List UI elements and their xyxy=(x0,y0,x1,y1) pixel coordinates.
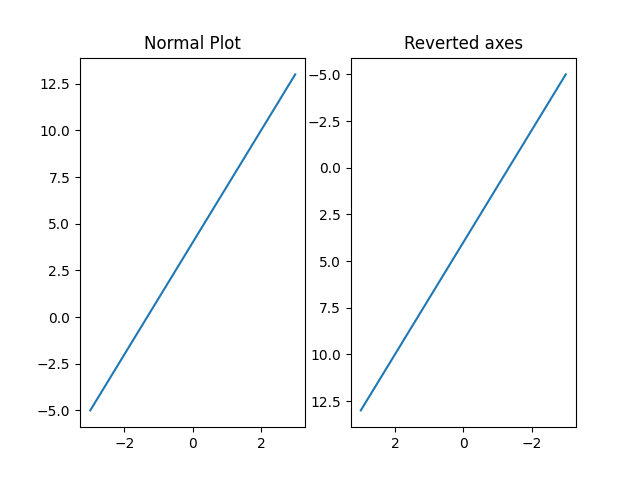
Title: Reverted axes: Reverted axes xyxy=(404,35,523,53)
Title: Normal Plot: Normal Plot xyxy=(144,35,241,53)
